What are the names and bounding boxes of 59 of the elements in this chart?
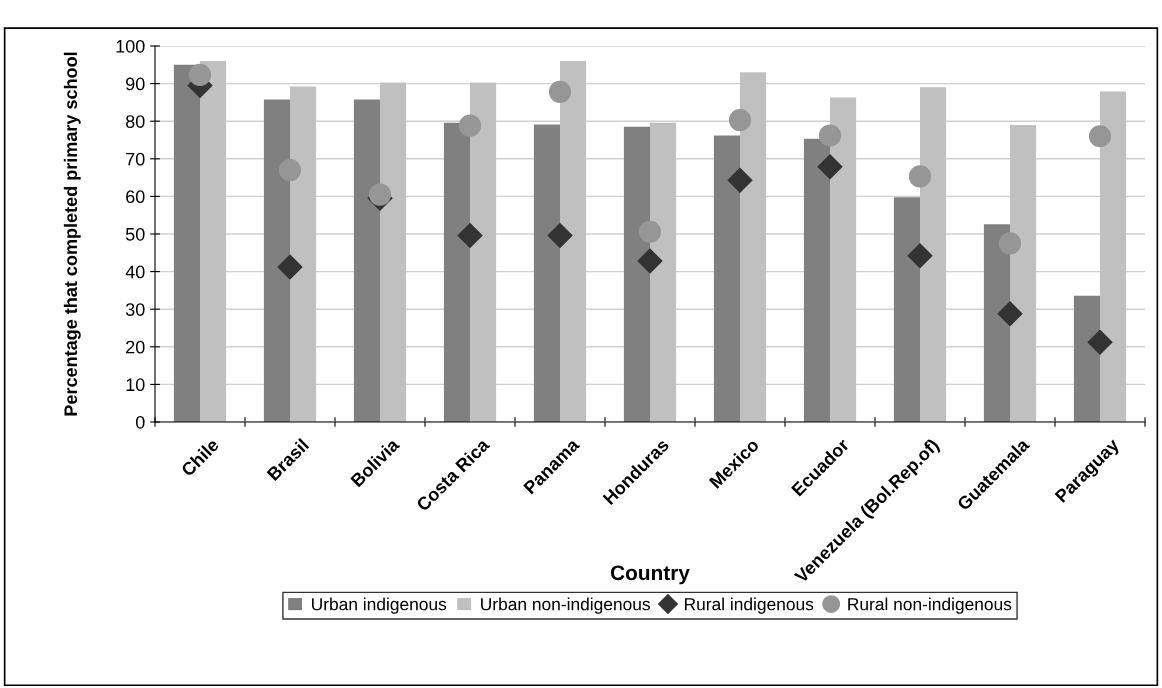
y-tick-label: 80 [125,115,145,128]
point [817,153,843,180]
point [278,158,302,182]
bar [830,97,857,422]
point [1087,329,1113,356]
bar [920,87,947,422]
y-tick-label: 10 [126,378,145,392]
bar [560,61,587,422]
y-tick-label: 50 [125,227,145,241]
x-axis-title: Country [610,565,690,585]
bar [1100,91,1127,422]
point [728,108,752,132]
point [907,243,933,269]
y-tick-label: 90 [126,77,145,91]
point [727,167,753,193]
bar [353,99,380,422]
legend-label: Rural indigenous [685,597,814,614]
point [548,80,572,103]
bar [983,224,1010,422]
y-axis-title: Percentage that completed primary school [63,52,81,416]
bar [533,124,560,422]
bar [713,135,740,422]
bar [470,82,497,422]
legend-label: Rural non-indigenous [848,597,1012,614]
point [547,222,573,249]
bar [443,122,470,422]
point [638,220,662,243]
y-tick-label: 30 [125,303,145,316]
point [277,254,303,280]
y-tick-label: 20 [126,340,145,354]
bar [623,126,650,422]
bar [1010,124,1037,422]
bar [263,99,290,422]
bar [1073,295,1100,422]
bar [893,197,920,422]
bar [200,61,227,422]
bar [290,86,317,422]
point [368,183,392,206]
y-tick-label: 60 [126,190,145,204]
y-tick-label: 0 [135,415,145,429]
bar [173,64,200,422]
point [997,300,1023,327]
legend-label: Urban non-indigenous [481,597,650,614]
point [457,222,483,249]
point [908,165,932,188]
point [998,232,1022,255]
y-tick-label: 70 [126,152,145,166]
point [1088,125,1112,148]
bar [380,82,407,422]
bar [650,122,677,422]
y-tick-label: 100 [116,39,145,53]
point [188,63,212,87]
legend-label: Urban indigenous [312,597,447,614]
y-tick-label: 40 [125,265,145,279]
bar [803,138,830,422]
point [818,124,842,147]
point [458,114,482,137]
bar [740,72,767,422]
point [637,248,663,274]
